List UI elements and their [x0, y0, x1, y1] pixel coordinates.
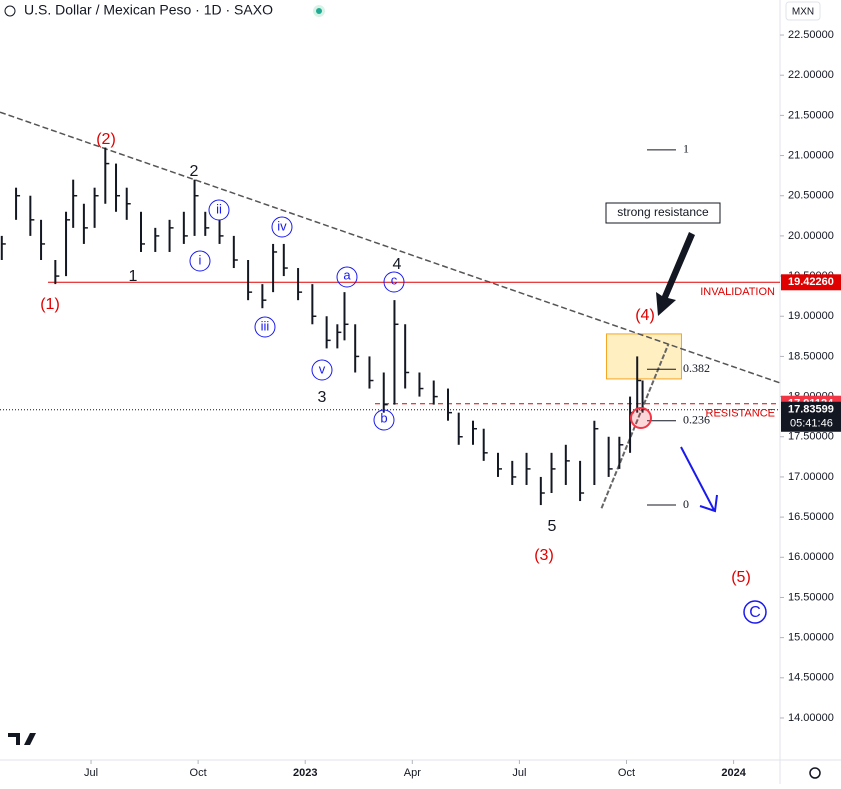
circle — [743, 600, 767, 624]
title: U.S. Dollar / Mexican Peso · 1D · SAXO — [24, 2, 273, 18]
currency: MXN — [792, 7, 814, 18]
wave-label: (5) — [731, 569, 751, 586]
circle — [373, 409, 395, 431]
wave-label: 4 — [393, 256, 402, 273]
status-dot — [316, 8, 322, 14]
last-price: 17.83599 — [788, 404, 834, 416]
y-tick-label: 19.00000 — [788, 310, 834, 322]
y-tick-label: 16.50000 — [788, 511, 834, 523]
x-tick-label: 2023 — [293, 767, 317, 779]
highlight-circle — [630, 407, 652, 429]
wave-label: (3) — [534, 547, 554, 564]
invalidation-price-bg — [781, 274, 841, 291]
wave-label: a — [343, 267, 351, 282]
circle — [383, 271, 405, 293]
invalidation-label: INVALIDATION — [700, 286, 775, 298]
fib-label: 0.382 — [683, 361, 710, 375]
y-tick-label: 20.50000 — [788, 190, 834, 202]
x-tick-label: 2024 — [721, 767, 746, 779]
x-tick-label: Jul — [512, 767, 526, 779]
wave-label: c — [391, 272, 398, 287]
circle — [336, 266, 358, 288]
countdown: 05:41:46 — [790, 418, 833, 430]
wave-label: 5 — [548, 518, 557, 535]
x-tick-label: Apr — [404, 767, 421, 779]
resistance-box — [606, 333, 682, 380]
y-tick-label: 15.00000 — [788, 632, 834, 644]
wave-label: b — [380, 410, 387, 425]
y-tick-label: 21.50000 — [788, 109, 834, 121]
resistance-label: RESISTANCE — [706, 408, 775, 420]
y-tick-label: 15.50000 — [788, 591, 834, 603]
wave-label: (1) — [40, 296, 60, 313]
fib-label: 0 — [683, 497, 689, 511]
y-tick-label: 22.50000 — [788, 29, 834, 41]
y-tick-label: 22.00000 — [788, 69, 834, 81]
circle — [254, 316, 276, 338]
y-tick-label: 16.00000 — [788, 551, 834, 563]
wave-label: iv — [277, 218, 287, 233]
wave-label: i — [199, 252, 202, 267]
invalidation-price: 19.42260 — [788, 276, 834, 288]
currency-box[interactable] — [785, 1, 821, 21]
wave-label: 2 — [190, 163, 199, 180]
x-tick-label: Oct — [190, 767, 207, 779]
arrow — [656, 232, 695, 316]
y-tick-label: 18.50000 — [788, 350, 834, 362]
wave-label: ii — [216, 201, 222, 216]
wave-label: (2) — [96, 131, 116, 148]
fib-label: 0.236 — [683, 412, 710, 426]
y-tick-label: 17.50000 — [788, 431, 834, 443]
x-tick-label: Jul — [84, 767, 98, 779]
circle — [208, 199, 230, 221]
note-box — [605, 202, 721, 224]
y-tick-label: 14.50000 — [788, 672, 834, 684]
arrow — [680, 446, 718, 513]
circle — [311, 359, 333, 381]
settings-icon[interactable] — [809, 767, 821, 779]
logo — [8, 733, 36, 745]
circle — [189, 250, 211, 272]
wave-label: 3 — [318, 389, 327, 406]
wave-label: iii — [261, 318, 270, 333]
note: strong resistance — [617, 205, 709, 219]
wave-label: v — [319, 361, 326, 376]
y-tick-label: 14.00000 — [788, 712, 834, 724]
circle — [271, 216, 293, 238]
wave-label: C — [749, 604, 761, 621]
fib-label: 1 — [683, 142, 689, 156]
y-tick-label: 17.00000 — [788, 471, 834, 483]
wave-label: 1 — [129, 268, 138, 285]
y-tick-label: 21.00000 — [788, 149, 834, 161]
y-tick-label: 20.00000 — [788, 230, 834, 242]
trendline — [0, 111, 781, 384]
x-tick-label: Oct — [618, 767, 635, 779]
annotations: strong resistance (2) (1) 2 1 ii i iv ii… — [40, 131, 767, 624]
wave-label: (4) — [635, 307, 655, 324]
icon — [4, 5, 16, 17]
last-price-bg — [781, 401, 841, 432]
